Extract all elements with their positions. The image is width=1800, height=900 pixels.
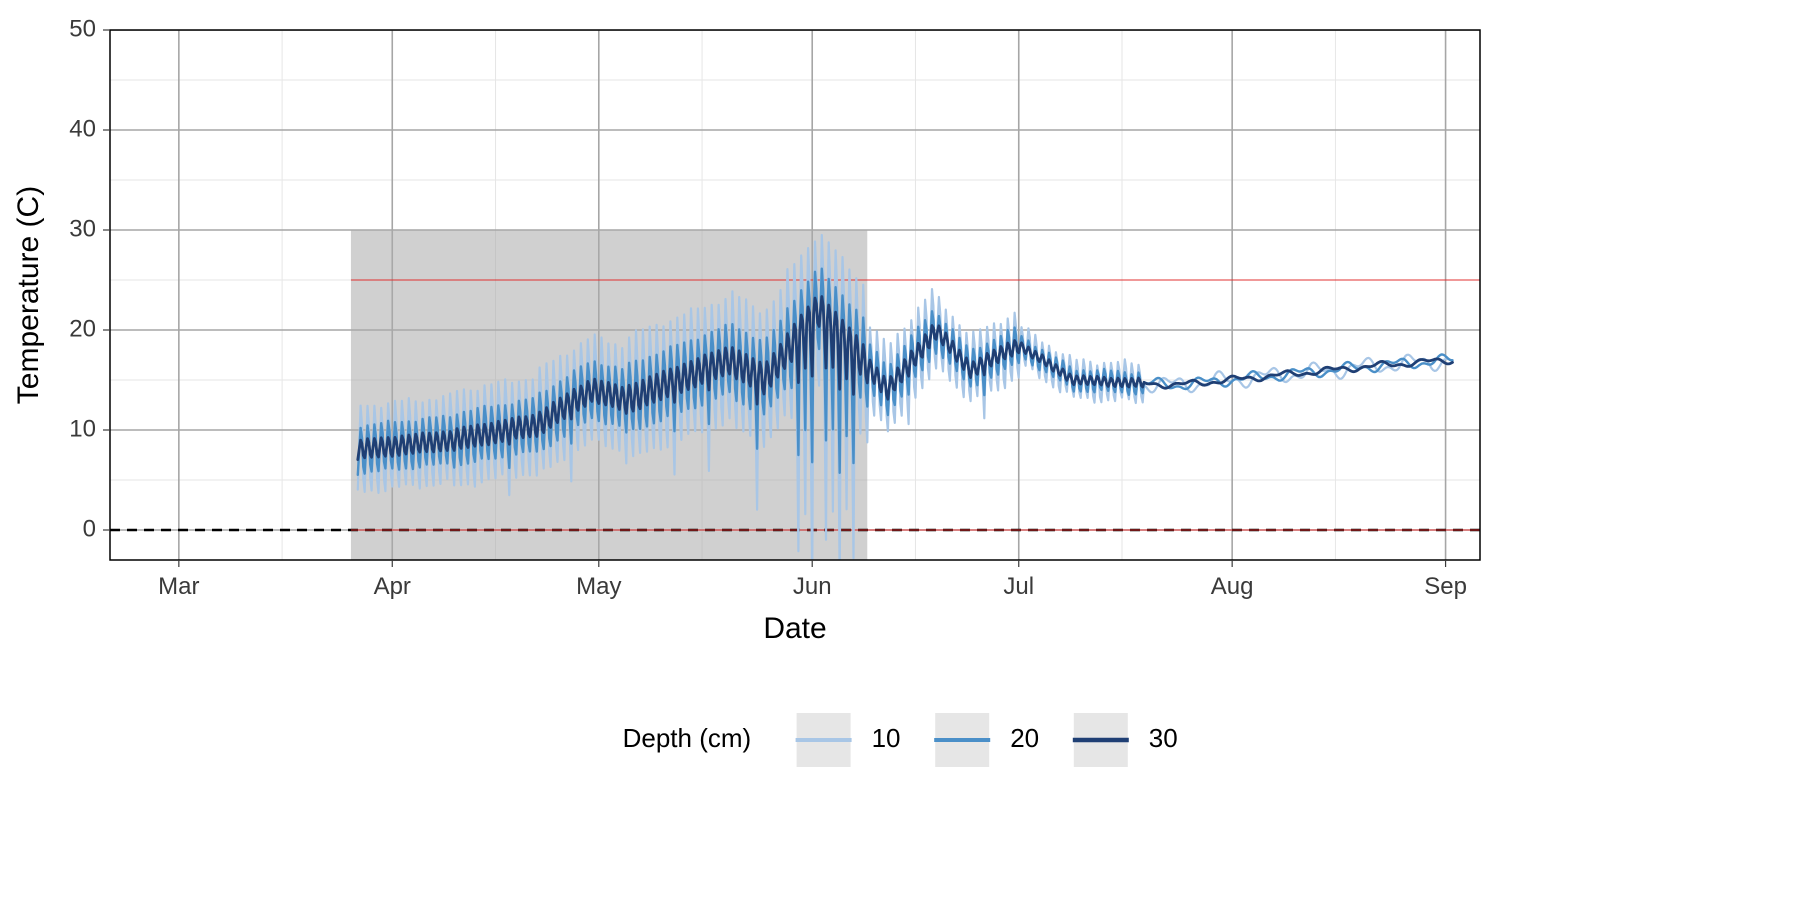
x-tick-label: Sep [1424, 573, 1467, 600]
y-tick-label: 50 [69, 15, 96, 42]
temperature-depth-chart: 0 10 20 30 40 50 Mar Apr May Jun Jul Aug Sep Temperat… [0, 0, 1800, 900]
y-axis-title: Temperature (C) [12, 186, 45, 404]
x-tick-label: Aug [1211, 573, 1254, 600]
x-tick-label: May [576, 573, 621, 600]
x-axis-title: Date [763, 612, 826, 645]
x-tick-label: Jul [1003, 573, 1034, 600]
y-tick-label: 40 [69, 115, 96, 142]
legend: Depth (cm) 10 20 30 [623, 712, 1178, 768]
y-tick-label: 0 [83, 515, 96, 542]
y-tick-label: 30 [69, 215, 96, 242]
legend-title: Depth (cm) [623, 723, 752, 753]
x-tick-label: Mar [158, 573, 199, 600]
y-tick-label: 20 [69, 315, 96, 342]
legend-item-label: 30 [1149, 723, 1178, 753]
x-tick-label: Apr [374, 573, 411, 600]
legend-item-label: 10 [872, 723, 901, 753]
x-tick-label: Jun [793, 573, 832, 600]
y-tick-label: 10 [69, 415, 96, 442]
legend-item-label: 20 [1010, 723, 1039, 753]
